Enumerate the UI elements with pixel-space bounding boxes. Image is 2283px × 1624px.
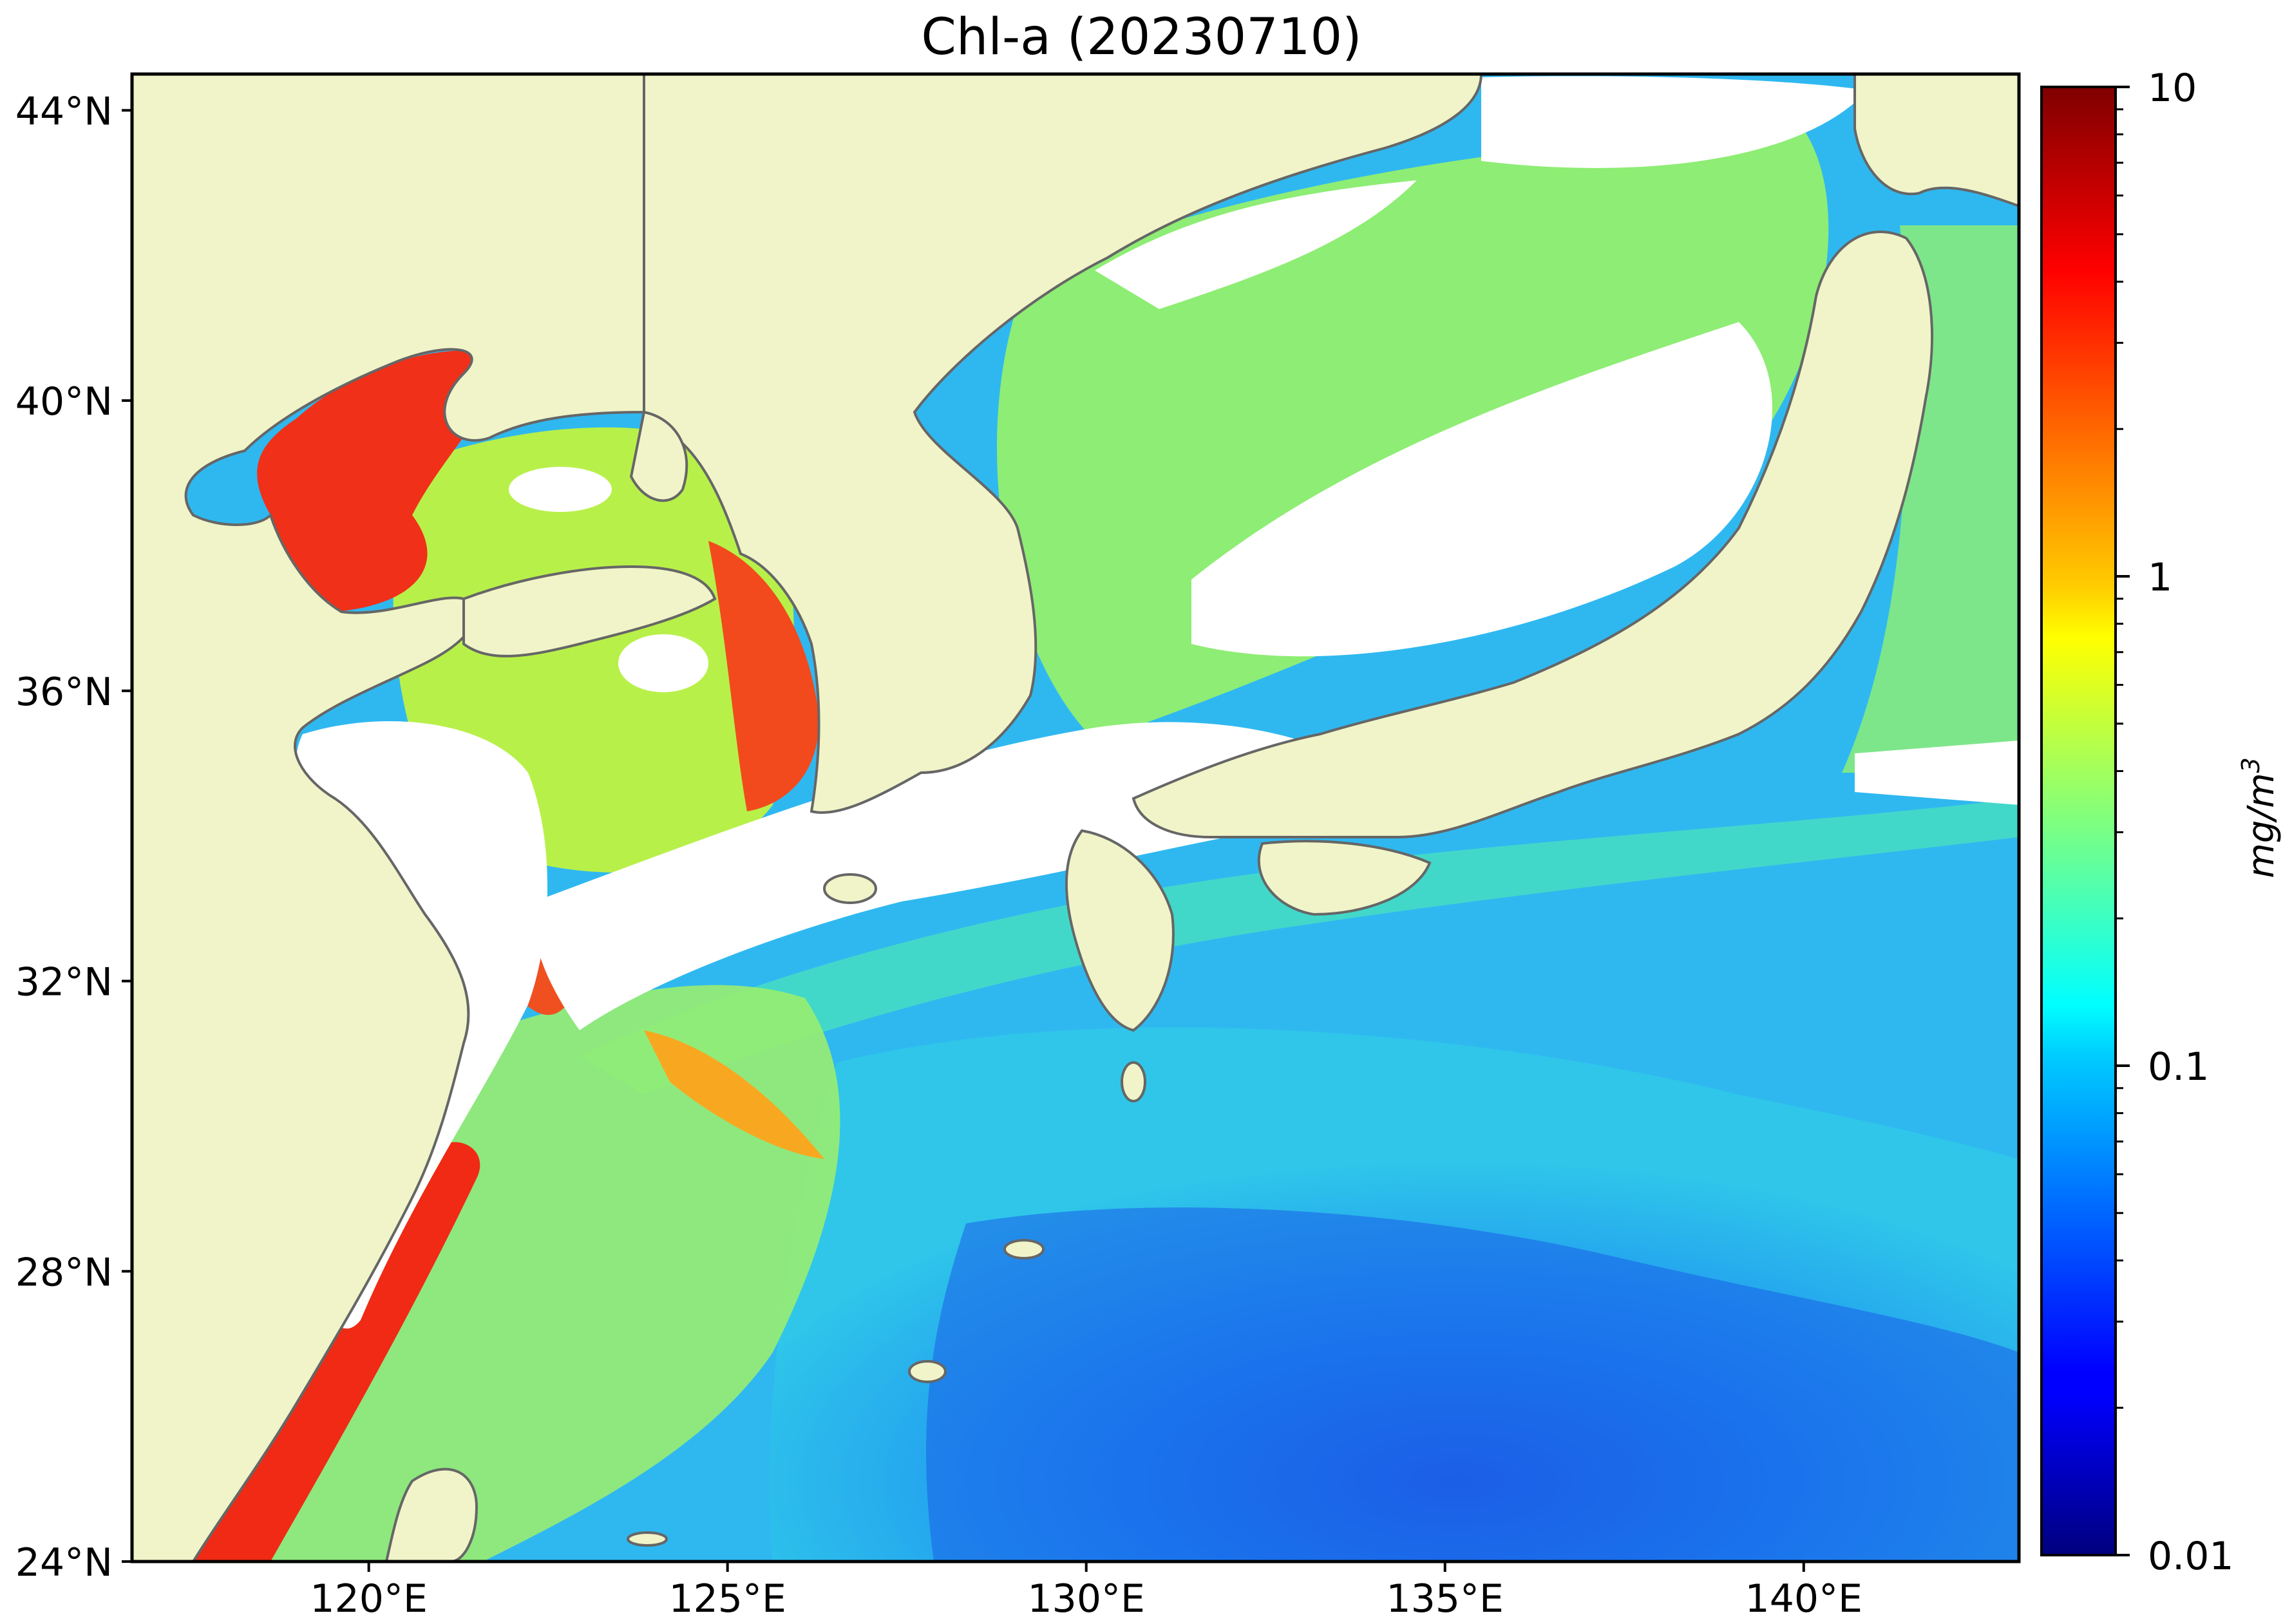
lat-tick-label: 36°N — [15, 670, 113, 715]
colorbar-label-unit: mg/m — [2240, 773, 2282, 878]
lat-tick-label: 40°N — [15, 379, 113, 424]
bloom-ecs-front — [644, 1030, 824, 1159]
lon-tick-label: 135°E — [1387, 1576, 1504, 1621]
no-data-north — [1481, 76, 1868, 168]
ocean-kuroshio-band — [580, 798, 2019, 1095]
land-yakushima — [1121, 1061, 1146, 1102]
land-jeju — [823, 873, 877, 904]
land-liaodong — [629, 410, 688, 502]
land-sakishima — [627, 1531, 668, 1547]
longitude-axis: 120°E 125°E 130°E 135°E 140°E — [310, 1562, 1862, 1621]
colorbar-tick-label: 0.1 — [2148, 1044, 2209, 1090]
map-title: Chl-a (20230710) — [921, 8, 1362, 66]
lon-tick-label: 140°E — [1745, 1576, 1862, 1621]
land-taiwan — [384, 1468, 478, 1562]
bloom-china-coast — [193, 1142, 480, 1562]
lat-tick-label: 28°N — [15, 1250, 113, 1295]
no-data-sea-of-japan — [1191, 322, 1773, 657]
no-data-north-korea-coast — [1095, 180, 1417, 309]
colorbar-ticks: 10 1 0.1 0.01 — [2116, 66, 2234, 1579]
lat-tick-label: 24°N — [15, 1540, 113, 1585]
land-okinawa — [908, 1360, 947, 1383]
ocean-deep-blue — [926, 1207, 2019, 1562]
colorbar-tick-label: 10 — [2148, 66, 2197, 111]
no-data-north-yellow-sea — [509, 467, 612, 512]
colorbar: 10 1 0.1 0.01 mg/m3 — [2040, 66, 2282, 1579]
colorbar-frame — [2040, 86, 2117, 1556]
land-shandong — [462, 565, 717, 657]
colorbar-label-exponent: 3 — [2237, 757, 2265, 773]
lat-tick-label: 32°N — [15, 960, 113, 1005]
ocean-ecs-shelf — [245, 985, 840, 1562]
bloom-west-korea — [708, 541, 819, 811]
lat-tick-label: 44°N — [15, 89, 113, 134]
colorbar-gradient — [2041, 87, 2116, 1555]
land-korea-manchuria — [643, 74, 1483, 814]
lon-tick-label: 120°E — [310, 1576, 427, 1621]
no-data-yellow-sea — [618, 634, 708, 692]
no-data-pacific — [1855, 741, 2019, 805]
land-group — [132, 74, 2019, 1562]
ocean-pacific-northeast — [1842, 225, 2019, 773]
colorbar-tick-label: 1 — [2148, 555, 2172, 600]
lon-tick-label: 130°E — [1027, 1576, 1144, 1621]
land-amami — [1003, 1239, 1045, 1260]
land-shikoku — [1257, 840, 1432, 916]
lon-tick-label: 125°E — [668, 1576, 786, 1621]
land-honshu — [1132, 231, 1933, 839]
land-hokkaido — [1853, 74, 2019, 208]
land-kyushu — [1065, 829, 1175, 1032]
colorbar-label: mg/m3 — [2237, 757, 2282, 878]
map-plot-area — [132, 74, 2019, 1562]
colorbar-tick-label: 0.01 — [2148, 1534, 2234, 1579]
latitude-axis: 44°N 40°N 36°N 32°N 28°N 24°N — [15, 89, 132, 1585]
map-frame — [130, 72, 2021, 1563]
